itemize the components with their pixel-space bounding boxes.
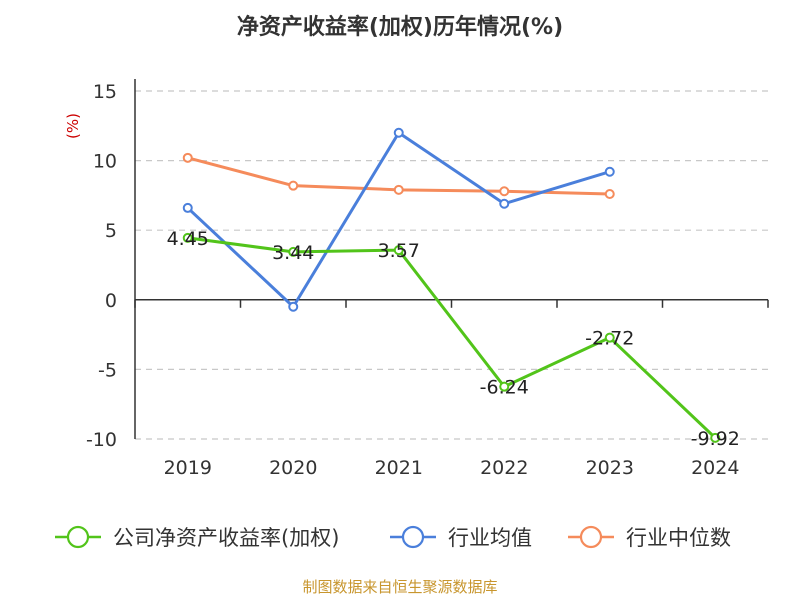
legend-marker-icon: [579, 525, 603, 549]
data-point: [499, 186, 510, 197]
legend-label: 行业均值: [448, 526, 532, 550]
series-layer: [182, 127, 721, 443]
data-point: [393, 245, 404, 256]
data-point: [288, 301, 299, 312]
series-line: [186, 131, 611, 309]
y-tick-label: 10: [93, 151, 117, 173]
data-point: [499, 381, 510, 392]
data-point: [604, 166, 615, 177]
data-label: 4.45: [167, 228, 209, 250]
data-point: [288, 246, 299, 257]
x-tick-label: 2024: [691, 457, 739, 479]
source-note: 制图数据来自恒生聚源数据库: [302, 578, 497, 596]
data-label: 3.44: [272, 242, 314, 264]
y-tick-label: -5: [98, 359, 117, 381]
grid-lines: [135, 90, 768, 440]
data-point: [393, 184, 404, 195]
legend[interactable]: 公司净资产收益率(加权) 行业均值 行业中位数: [55, 525, 731, 550]
data-point: [288, 180, 299, 191]
legend-label: 公司净资产收益率(加权): [113, 526, 339, 550]
x-tick-label: 2019: [164, 457, 212, 479]
y-tick-label: -10: [86, 429, 117, 451]
data-point: [182, 202, 193, 213]
y-tick-label: 5: [105, 220, 117, 242]
data-point: [393, 127, 404, 138]
chart-title: 净资产收益率(加权)历年情况(%): [237, 14, 563, 40]
data-point: [710, 432, 721, 443]
x-tick-label: 2020: [269, 457, 317, 479]
legend-label: 行业中位数: [626, 526, 731, 550]
data-point: [182, 152, 193, 163]
data-point: [499, 198, 510, 209]
data-label: -2.72: [585, 328, 634, 350]
x-tick-label: 2021: [375, 457, 423, 479]
data-point: [604, 332, 615, 343]
data-point: [182, 232, 193, 243]
data-label: -9.92: [691, 428, 740, 450]
legend-item[interactable]: 行业均值: [390, 525, 532, 550]
y-tick-label: 0: [105, 290, 117, 312]
data-label: 3.57: [378, 240, 420, 262]
data-labels: 4.45 3.44 3.57 -6.24 -2.72 -9.92: [167, 228, 740, 450]
series-line: [187, 236, 717, 439]
x-tick-label: 2022: [480, 457, 528, 479]
data-point: [604, 189, 615, 200]
x-tick-label: 2023: [586, 457, 634, 479]
legend-item[interactable]: 行业中位数: [568, 525, 731, 550]
y-axis-label: (%): [64, 113, 82, 139]
legend-marker-icon: [401, 525, 425, 549]
legend-marker-icon: [66, 525, 90, 549]
data-label: -6.24: [480, 377, 529, 399]
axes: 15 10 5 0 -5 -10 2019 2020 2021 2022 2023 2024: [86, 79, 769, 479]
legend-item[interactable]: 公司净资产收益率(加权): [55, 525, 339, 550]
y-tick-label: 15: [93, 81, 117, 103]
